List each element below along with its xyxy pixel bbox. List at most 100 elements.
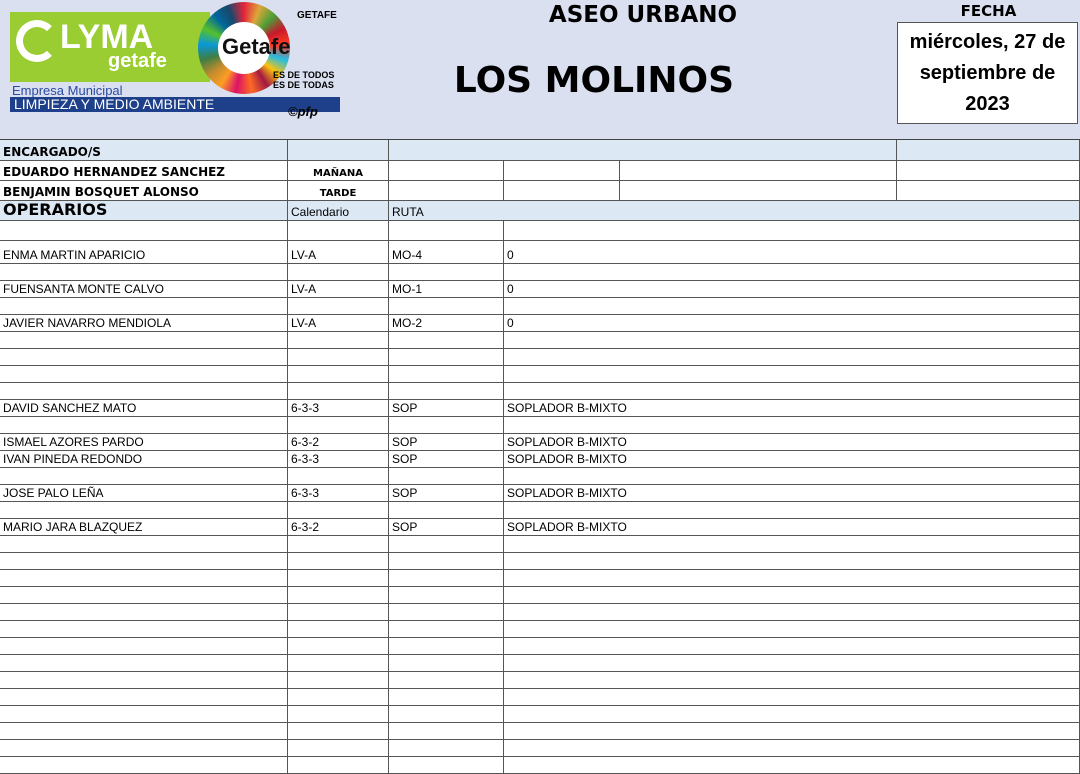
operario-ruta[interactable] — [389, 723, 504, 740]
operario-ruta[interactable]: SOP — [389, 519, 504, 536]
operario-calendario[interactable] — [288, 587, 389, 604]
operario-ruta[interactable] — [389, 553, 504, 570]
operario-ruta[interactable] — [389, 689, 504, 706]
operario-name[interactable] — [0, 366, 288, 383]
operario-calendario[interactable]: 6-3-2 — [288, 434, 389, 451]
operario-name[interactable] — [0, 383, 288, 400]
operario-detalle[interactable]: SOPLADOR B-MIXTO — [504, 485, 1080, 502]
operario-detalle[interactable] — [504, 383, 1080, 400]
operario-detalle[interactable] — [504, 587, 1080, 604]
operario-name[interactable] — [0, 723, 288, 740]
operario-name[interactable]: IVAN PINEDA REDONDO — [0, 451, 288, 468]
operario-name[interactable] — [0, 638, 288, 655]
operario-name[interactable]: ENMA MARTIN APARICIO — [0, 241, 288, 264]
operario-ruta[interactable]: SOP — [389, 485, 504, 502]
operario-calendario[interactable] — [288, 383, 389, 400]
operario-ruta[interactable] — [389, 570, 504, 587]
operario-detalle[interactable] — [504, 366, 1080, 383]
cell[interactable] — [897, 140, 1080, 161]
operario-detalle[interactable] — [504, 221, 1080, 241]
operario-detalle[interactable] — [504, 570, 1080, 587]
operario-calendario[interactable] — [288, 417, 389, 434]
operario-ruta[interactable]: MO-4 — [389, 241, 504, 264]
operario-ruta[interactable] — [389, 298, 504, 315]
encargado-name[interactable]: BENJAMIN BOSQUET ALONSO — [0, 181, 288, 201]
operario-name[interactable] — [0, 536, 288, 553]
operario-detalle[interactable] — [504, 706, 1080, 723]
operario-calendario[interactable] — [288, 264, 389, 281]
operario-name[interactable]: JOSE PALO LEÑA — [0, 485, 288, 502]
operario-calendario[interactable]: LV-A — [288, 241, 389, 264]
operario-ruta[interactable]: SOP — [389, 400, 504, 417]
operario-calendario[interactable] — [288, 332, 389, 349]
operario-name[interactable] — [0, 604, 288, 621]
operario-name[interactable] — [0, 655, 288, 672]
operario-ruta[interactable] — [389, 604, 504, 621]
operario-ruta[interactable]: SOP — [389, 434, 504, 451]
operario-name[interactable]: MARIO JARA BLAZQUEZ — [0, 519, 288, 536]
operario-calendario[interactable] — [288, 740, 389, 757]
operario-ruta[interactable] — [389, 383, 504, 400]
operario-calendario[interactable] — [288, 689, 389, 706]
operario-name[interactable] — [0, 587, 288, 604]
operario-ruta[interactable]: MO-2 — [389, 315, 504, 332]
operario-detalle[interactable] — [504, 332, 1080, 349]
operario-name[interactable] — [0, 221, 288, 241]
operario-ruta[interactable] — [389, 366, 504, 383]
operario-detalle[interactable] — [504, 468, 1080, 485]
operario-calendario[interactable] — [288, 553, 389, 570]
operario-ruta[interactable] — [389, 672, 504, 689]
operario-detalle[interactable] — [504, 689, 1080, 706]
operario-calendario[interactable] — [288, 672, 389, 689]
operario-name[interactable] — [0, 570, 288, 587]
operario-detalle[interactable] — [504, 417, 1080, 434]
cell[interactable] — [620, 161, 897, 181]
operario-ruta[interactable] — [389, 349, 504, 366]
operario-calendario[interactable] — [288, 349, 389, 366]
cell[interactable] — [504, 161, 620, 181]
cell[interactable] — [897, 181, 1080, 201]
operario-ruta[interactable] — [389, 740, 504, 757]
operario-detalle[interactable] — [504, 349, 1080, 366]
operarios-label[interactable]: OPERARIOS — [0, 201, 288, 221]
operario-detalle[interactable]: SOPLADOR B-MIXTO — [504, 434, 1080, 451]
operario-name[interactable] — [0, 672, 288, 689]
operario-detalle[interactable] — [504, 298, 1080, 315]
operario-name[interactable] — [0, 298, 288, 315]
operario-calendario[interactable]: 6-3-3 — [288, 451, 389, 468]
operario-calendario[interactable]: 6-3-3 — [288, 485, 389, 502]
operario-detalle[interactable]: 0 — [504, 241, 1080, 264]
operario-name[interactable] — [0, 689, 288, 706]
operario-name[interactable] — [0, 706, 288, 723]
operario-ruta[interactable]: MO-1 — [389, 281, 504, 298]
operario-calendario[interactable]: LV-A — [288, 315, 389, 332]
operario-ruta[interactable] — [389, 221, 504, 241]
operario-calendario[interactable]: LV-A — [288, 281, 389, 298]
operario-calendario[interactable] — [288, 468, 389, 485]
operario-ruta[interactable] — [389, 502, 504, 519]
operario-detalle[interactable] — [504, 264, 1080, 281]
operario-calendario[interactable]: 6-3-2 — [288, 519, 389, 536]
operario-calendario[interactable] — [288, 723, 389, 740]
encargado-turno[interactable]: MAÑANA — [288, 161, 389, 181]
operario-calendario[interactable] — [288, 502, 389, 519]
operario-ruta[interactable] — [389, 536, 504, 553]
operario-detalle[interactable] — [504, 621, 1080, 638]
operario-calendario[interactable]: 6-3-3 — [288, 400, 389, 417]
operario-calendario[interactable] — [288, 621, 389, 638]
operario-name[interactable]: ISMAEL AZORES PARDO — [0, 434, 288, 451]
operario-name[interactable] — [0, 553, 288, 570]
operario-ruta[interactable] — [389, 587, 504, 604]
operario-ruta[interactable] — [389, 468, 504, 485]
operario-detalle[interactable]: SOPLADOR B-MIXTO — [504, 519, 1080, 536]
operario-detalle[interactable] — [504, 502, 1080, 519]
cell[interactable] — [897, 161, 1080, 181]
cell[interactable] — [389, 161, 504, 181]
operario-detalle[interactable] — [504, 553, 1080, 570]
col-ruta[interactable]: RUTA — [389, 201, 1080, 221]
cell[interactable] — [504, 181, 620, 201]
operario-detalle[interactable]: 0 — [504, 281, 1080, 298]
operario-ruta[interactable] — [389, 706, 504, 723]
operario-name[interactable] — [0, 417, 288, 434]
operario-calendario[interactable] — [288, 570, 389, 587]
